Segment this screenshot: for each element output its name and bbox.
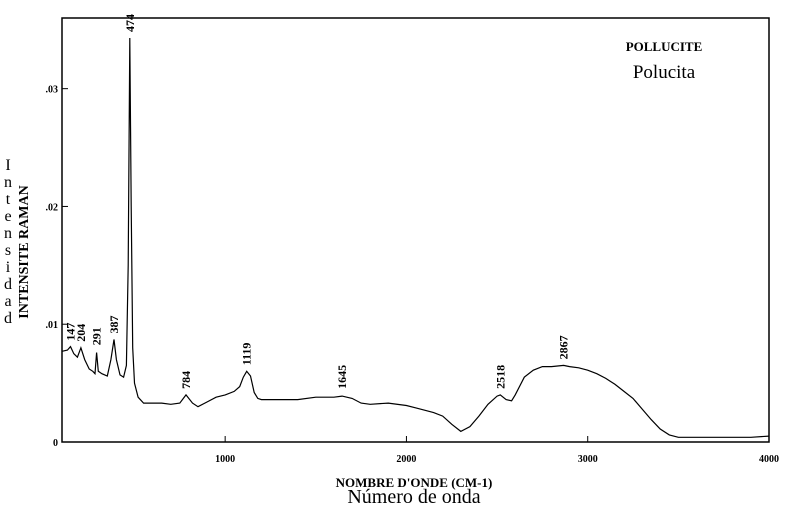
chart-subtitle: Polucita	[633, 62, 696, 83]
y-axis-label-secondary-letter: t	[6, 191, 11, 208]
x-axis-label-secondary: Número de onda	[347, 486, 480, 506]
peak-label: 1119	[240, 343, 254, 366]
peak-label: 291	[90, 327, 104, 345]
x-tick-label: 1000	[215, 454, 235, 465]
x-tick-label: 3000	[578, 454, 598, 465]
y-axis-label-secondary-letter: I	[5, 157, 10, 174]
peak-label: 147	[64, 323, 78, 341]
y-axis-label-secondary-letter: n	[4, 225, 12, 242]
y-tick-label: .02	[46, 202, 59, 213]
y-axis-label-secondary-letter: e	[4, 208, 11, 225]
spectrum-line	[61, 37, 770, 438]
y-axis-label-secondary-letter: d	[4, 310, 12, 327]
x-tick-label: 2000	[396, 454, 416, 465]
plot-frame	[61, 17, 770, 443]
x-axis-ticks: 1000 2000 3000 4000	[215, 436, 779, 465]
x-axis-label: NOMBRE D'ONDE (CM-1)	[336, 475, 493, 490]
y-axis-label-secondary-letter: n	[4, 174, 12, 191]
x-tick-label: 4000	[759, 454, 779, 465]
chart-title: POLLUCITE	[626, 39, 703, 54]
peak-label: 204	[74, 324, 88, 342]
y-axis-label-secondary-letter: i	[6, 259, 11, 276]
y-tick-label: 0	[53, 438, 58, 449]
y-axis-label-secondary-letter: a	[4, 293, 11, 310]
peak-label: 784	[179, 371, 193, 389]
peak-label: 2867	[557, 335, 571, 359]
peak-label: 387	[107, 316, 121, 334]
y-tick-label: .03	[46, 85, 59, 96]
peak-label: 474	[123, 14, 137, 32]
peak-label: 1645	[335, 365, 349, 389]
y-axis-label-secondary-letter: d	[4, 276, 12, 293]
y-axis-label-secondary-letter: s	[5, 242, 11, 259]
y-axis-label: INTENSITE RAMAN	[17, 185, 32, 318]
y-tick-label: .01	[46, 320, 59, 331]
y-axis-ticks: 0 .01 .02 .03	[46, 85, 68, 449]
peak-label: 2518	[493, 365, 507, 389]
